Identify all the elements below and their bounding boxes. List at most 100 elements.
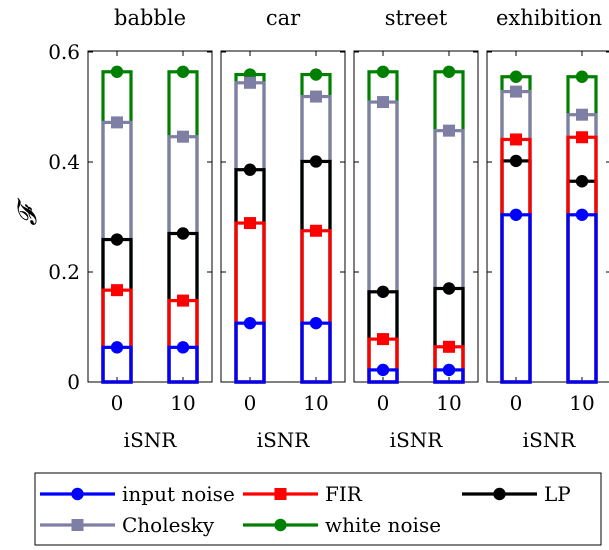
panel-frame <box>353 50 479 383</box>
marker-input-noise <box>176 341 190 354</box>
legend-marker <box>71 519 84 531</box>
marker-lp <box>176 227 190 240</box>
bar-lp <box>101 237 133 384</box>
bar-fir <box>500 137 532 384</box>
marker-lp <box>243 163 257 176</box>
panel-frame <box>87 50 213 383</box>
y-tick-label-0: 0 <box>67 370 80 394</box>
y-tick-label-0-2: 0.2 <box>48 260 80 284</box>
bar-fir <box>566 135 598 384</box>
panel-title-exhibition: exhibition <box>496 6 602 30</box>
legend-label: Cholesky <box>122 513 215 537</box>
marker-cholesky <box>377 96 389 109</box>
marker-input-noise <box>575 208 589 221</box>
panel-exhibition: exhibition 0 10 iSNR <box>486 6 609 452</box>
marker-input-noise <box>442 363 456 377</box>
bar-input-noise <box>300 321 332 384</box>
marker-fir <box>510 133 522 146</box>
legend-marker <box>493 487 506 501</box>
bar-white-noise <box>433 70 465 384</box>
marker-fir <box>310 224 322 237</box>
marker-cholesky <box>576 108 588 121</box>
bar-cholesky <box>234 81 266 384</box>
marker-lp <box>575 175 589 188</box>
legend-entry-white-noise: white noise <box>243 513 441 537</box>
marker-cholesky <box>510 85 522 98</box>
y-tick-label-0-4: 0.4 <box>48 150 80 174</box>
panel-frame <box>220 50 346 383</box>
panel-title-car: car <box>266 6 301 30</box>
marker-cholesky <box>443 124 455 137</box>
x-tick-label-10: 10 <box>436 391 461 415</box>
marker-white-noise <box>442 65 456 79</box>
marker-input-noise <box>376 363 390 377</box>
marker-lp <box>442 282 456 295</box>
x-tick-label-0: 0 <box>244 391 257 415</box>
x-axis-label: iSNR <box>124 428 178 452</box>
bar-lp <box>300 159 332 384</box>
x-tick-label-10: 10 <box>569 391 594 415</box>
panel-street: street 0 10 iSNR <box>353 6 479 452</box>
legend-entry-input-noise: input noise <box>40 482 235 506</box>
marker-input-noise <box>110 341 124 354</box>
marker-fir <box>177 294 189 307</box>
marker-lp <box>309 155 323 168</box>
marker-lp <box>376 285 390 298</box>
panel-title-babble: babble <box>114 6 186 30</box>
legend-marker <box>274 518 287 532</box>
bar-cholesky <box>300 94 332 384</box>
x-tick-label-0: 0 <box>510 391 523 415</box>
x-tick-label-10: 10 <box>303 391 328 415</box>
bar-lp <box>500 159 532 384</box>
legend-label: LP <box>544 482 571 506</box>
x-tick-label-0: 0 <box>377 391 390 415</box>
marker-fir <box>576 131 588 144</box>
marker-fir <box>111 284 123 297</box>
marker-white-noise <box>376 65 390 79</box>
marker-white-noise <box>309 68 323 81</box>
y-axis-label: 𝓕 <box>13 198 43 226</box>
bar-lp <box>234 168 266 384</box>
bar-white-noise <box>566 75 598 384</box>
panel-frame <box>486 50 609 383</box>
marker-lp <box>509 154 523 168</box>
x-axis-label: iSNR <box>257 428 311 452</box>
panel-car: car 0 10 iSNR <box>220 6 346 452</box>
bar-white-noise <box>167 70 199 384</box>
panel-title-street: street <box>385 6 448 30</box>
legend-marker <box>71 487 84 501</box>
bar-lp <box>167 231 199 384</box>
legend-entry-fir: FIR <box>243 482 363 506</box>
legend-label: white noise <box>325 513 441 537</box>
marker-input-noise <box>243 316 257 330</box>
marker-lp <box>110 233 124 246</box>
marker-cholesky <box>310 90 322 103</box>
legend-entry-cholesky: Cholesky <box>40 513 215 537</box>
legend: input noise FIR LP Cholesky white noise <box>34 472 602 546</box>
marker-white-noise <box>509 70 523 83</box>
bar-input-noise <box>566 213 598 384</box>
marker-white-noise <box>110 65 124 79</box>
bar-fir <box>234 221 266 384</box>
legend-label: FIR <box>325 482 363 506</box>
marker-fir <box>443 340 455 353</box>
marker-cholesky <box>111 116 123 129</box>
marker-input-noise <box>509 208 523 221</box>
x-axis-label: iSNR <box>390 428 444 452</box>
legend-frame <box>34 472 602 546</box>
x-tick-label-10: 10 <box>170 391 195 415</box>
y-tick-label-0-6: 0.6 <box>48 40 80 64</box>
bar-cholesky <box>566 113 598 384</box>
marker-cholesky <box>177 130 189 143</box>
x-axis-label: iSNR <box>523 428 577 452</box>
marker-fir <box>377 333 389 346</box>
bar-input-noise <box>500 213 532 384</box>
marker-fir <box>244 217 256 230</box>
bar-fir <box>300 229 332 384</box>
legend-entry-lp: LP <box>462 482 571 506</box>
legend-label: input noise <box>122 482 235 506</box>
x-tick-label-0: 0 <box>111 391 124 415</box>
bar-white-noise <box>500 75 532 384</box>
